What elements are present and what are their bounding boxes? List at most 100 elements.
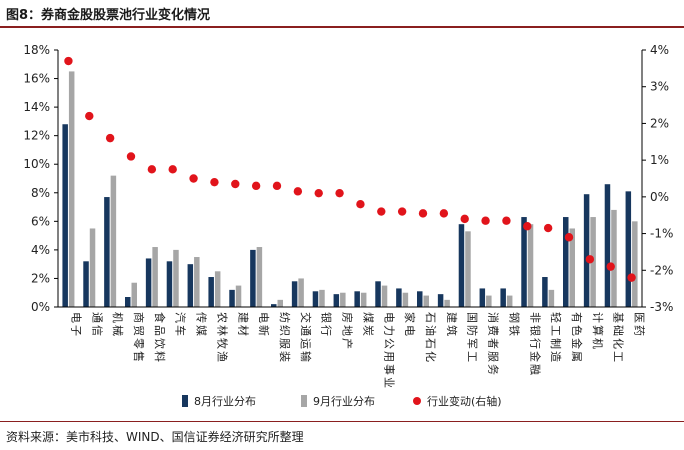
bar-sep: [381, 285, 388, 307]
legend-label-aug: 8月行业分布: [194, 395, 256, 408]
x-category-label: 通信: [90, 312, 103, 338]
bar-aug: [375, 281, 381, 307]
bar-aug: [250, 249, 256, 307]
bar-sep: [548, 289, 555, 307]
bar-sep: [214, 271, 221, 307]
source-rule: [0, 421, 684, 422]
bar-aug: [437, 294, 444, 307]
x-category-label: 房地产: [341, 312, 355, 351]
x-category-label: 家电: [403, 312, 417, 338]
bar-sep: [527, 224, 534, 307]
x-category-label: 纺织服装: [278, 312, 292, 364]
left-axis-label: 6%: [31, 214, 50, 228]
x-category-label: 机械: [111, 312, 125, 338]
bar-aug: [604, 184, 611, 307]
x-category-label: 食品饮料: [153, 312, 167, 364]
bar-aug: [625, 191, 632, 307]
bar-sep: [506, 295, 513, 307]
right-axis-label: 1%: [650, 153, 669, 167]
bar-sep: [569, 228, 575, 307]
change-dot: [85, 111, 94, 121]
legend-swatch-change: [413, 397, 421, 405]
change-dot: [231, 179, 240, 189]
left-axis-label: 0%: [31, 300, 50, 314]
left-axis-label: 8%: [31, 186, 50, 200]
x-category-label: 医药: [633, 312, 646, 338]
change-dot: [502, 216, 511, 225]
change-dot: [335, 188, 344, 198]
change-dot: [314, 188, 323, 198]
change-dot: [189, 174, 198, 183]
bar-aug: [333, 294, 340, 307]
x-category-label: 电子: [69, 312, 82, 338]
change-dot: [418, 209, 428, 218]
x-category-label: 有色金属: [570, 312, 584, 364]
change-dot: [606, 262, 615, 271]
change-dot: [585, 255, 595, 264]
left-axis-label: 18%: [23, 43, 50, 57]
change-dot: [64, 56, 73, 66]
x-category-label: 银行: [320, 312, 334, 338]
right-axis-label: -2%: [650, 263, 673, 277]
x-category-label: 国防军工: [466, 312, 480, 364]
x-category-label: 建材: [236, 312, 250, 338]
chart: 0% 2% 4% 6% 8% 10% 12% 14% 16% 18% -3% -2% -1% 0% 1% 2%…: [23, 43, 673, 390]
bar-aug: [62, 124, 68, 307]
bar-aug: [417, 291, 423, 307]
bar-aug: [187, 264, 194, 307]
change-dot: [543, 223, 553, 233]
change-dot: [523, 222, 532, 231]
bar-aug: [208, 277, 214, 307]
bar-sep: [277, 299, 283, 307]
bar-sep: [131, 282, 137, 307]
bar-aug: [104, 197, 110, 307]
source-note: 资料来源：美市科技、WIND、国信证券经济研究所整理: [6, 430, 304, 444]
x-category-label: 农林牧渔: [215, 312, 229, 364]
bar-aug: [396, 288, 402, 307]
change-dot: [564, 233, 574, 242]
bar-sep: [486, 295, 492, 307]
bar-sep: [319, 289, 325, 307]
change-dot: [356, 200, 365, 209]
x-category-label: 非银行金融: [528, 312, 542, 377]
right-axis-label: 2%: [650, 116, 669, 130]
bar-aug: [125, 297, 131, 307]
legend-item-sep: 9月行业分布: [301, 393, 375, 409]
x-category-label: 商贸零售: [132, 312, 146, 364]
bar-aug: [542, 277, 548, 307]
bar-sep: [340, 292, 346, 307]
bar-sep: [110, 175, 117, 307]
bar-aug: [583, 194, 590, 307]
bar-sep: [152, 247, 158, 307]
legend-swatch-aug: [182, 395, 188, 407]
x-category-label: 石油石化: [424, 312, 438, 364]
x-category-label: 基础化工: [612, 312, 626, 364]
left-axis-label: 4%: [31, 243, 50, 257]
right-axis-label: -1%: [650, 227, 673, 241]
bar-sep: [402, 292, 409, 307]
legend-swatch-sep: [301, 395, 307, 407]
right-axis-label: 3%: [650, 80, 669, 94]
change-dot: [272, 181, 282, 191]
legend-label-change: 行业变动(右轴): [427, 395, 502, 408]
left-axis-label: 14%: [23, 100, 50, 114]
bar-sep: [235, 285, 242, 307]
bar-aug: [479, 288, 486, 307]
figure-title: 图8：券商金股股票池行业变化情况: [6, 8, 211, 23]
bar-sep: [194, 257, 200, 307]
change-dot: [439, 209, 449, 218]
right-axis-label: 0%: [650, 190, 669, 204]
bar-sep: [298, 278, 304, 307]
bar-aug: [500, 288, 506, 307]
left-axis-label: 10%: [23, 157, 50, 171]
bar-aug: [229, 289, 235, 307]
change-dot: [147, 165, 157, 174]
bar-sep: [173, 249, 179, 307]
x-category-label: 传媒: [195, 312, 208, 338]
bar-aug: [521, 217, 527, 307]
bar-aug: [354, 291, 360, 307]
legend-item-change: 行业变动(右轴): [413, 393, 502, 409]
right-axis-label: 4%: [650, 43, 669, 57]
bar-aug: [312, 291, 319, 307]
change-dot: [168, 165, 177, 174]
